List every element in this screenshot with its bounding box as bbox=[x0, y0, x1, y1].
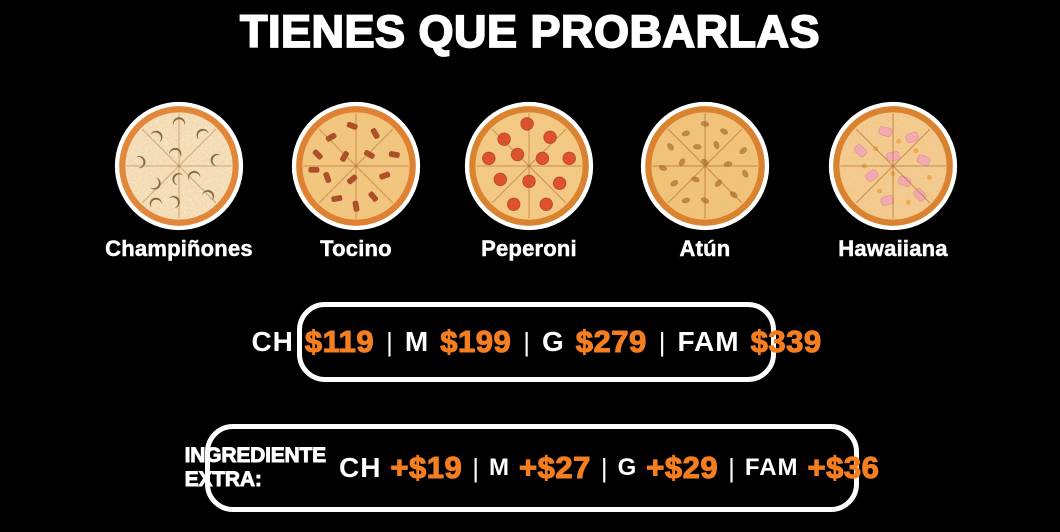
mushroom-toppings bbox=[136, 117, 221, 209]
extra-price-fam: +$36 bbox=[807, 449, 880, 485]
price-ch: $119 bbox=[304, 323, 375, 359]
tuna-toppings bbox=[658, 121, 749, 204]
extra-size-fam: FAM bbox=[744, 454, 799, 481]
separator: | bbox=[523, 326, 530, 357]
separator: | bbox=[386, 326, 393, 357]
pizza-name: Peperoni bbox=[481, 236, 577, 262]
price-fam: $339 bbox=[750, 323, 822, 359]
extra-price-ch: +$19 bbox=[390, 449, 463, 485]
slice-cuts bbox=[840, 113, 946, 219]
pizza-name: Hawaiiana bbox=[838, 236, 948, 262]
extra-price-m: +$27 bbox=[518, 449, 591, 485]
pizza-name: Atún bbox=[679, 236, 731, 262]
pizza-prices-box: CH $119 | M $199 | G $279 | FAM $339 bbox=[251, 302, 822, 382]
slice-cuts bbox=[303, 113, 409, 219]
page-title: TIENES QUE PROBARLAS bbox=[239, 5, 821, 58]
pizza-tocino-image bbox=[291, 101, 421, 231]
size-label-g: G bbox=[541, 326, 565, 357]
slice-cuts bbox=[126, 113, 232, 219]
ham-toppings bbox=[853, 126, 931, 206]
extra-size-m: M bbox=[489, 454, 511, 481]
pizza-item-hawaiiana: Hawaiiana bbox=[808, 99, 978, 262]
extra-ingredient-box: INGREDIENTE EXTRA: CH +$19 | M +$27 | G … bbox=[184, 424, 879, 512]
separator: | bbox=[472, 452, 480, 483]
size-label-m: M bbox=[404, 326, 430, 357]
size-label-fam: FAM bbox=[677, 326, 740, 357]
pizza-item-atun: Atún bbox=[620, 99, 790, 262]
pizza-champinones-image bbox=[114, 101, 244, 231]
pizza-peperoni-image bbox=[464, 101, 594, 231]
pizza-name: Tocino bbox=[320, 236, 392, 262]
pizza-atun-image bbox=[640, 101, 770, 231]
pizza-item-tocino: Tocino bbox=[271, 99, 441, 262]
pizza-name: Champiñones bbox=[105, 236, 253, 262]
extra-price-g: +$29 bbox=[646, 449, 719, 485]
pepperoni-toppings bbox=[482, 117, 576, 212]
separator: | bbox=[600, 452, 608, 483]
extra-ingredient-label: INGREDIENTE EXTRA: bbox=[184, 444, 326, 492]
separator: | bbox=[658, 326, 666, 357]
slice-cuts bbox=[652, 113, 758, 219]
separator: | bbox=[728, 452, 735, 483]
extra-size-ch: CH bbox=[338, 452, 382, 483]
price-g: $279 bbox=[575, 323, 647, 359]
extra-size-g: G bbox=[617, 454, 638, 481]
pizza-item-peperoni: Peperoni bbox=[444, 99, 614, 262]
pizza-item-champinones: Champiñones bbox=[94, 99, 264, 262]
pizza-hawaiiana-image bbox=[828, 101, 958, 231]
bacon-toppings bbox=[308, 121, 400, 212]
size-label-ch: CH bbox=[251, 326, 294, 357]
slice-cuts bbox=[476, 113, 582, 219]
price-m: $199 bbox=[440, 323, 512, 359]
